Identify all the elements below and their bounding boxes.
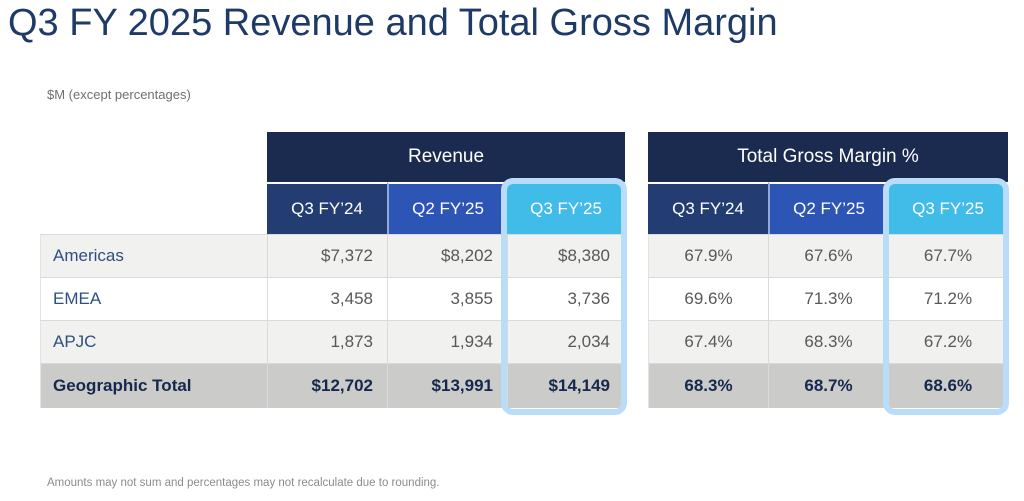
revenue-americas-q3fy24: $7,372 xyxy=(267,234,387,277)
revenue-subheader-spacer xyxy=(40,182,267,234)
revenue-row-label-emea: EMEA xyxy=(40,277,267,320)
gross-margin-apjc-q2fy25: 68.3% xyxy=(768,320,888,363)
revenue-table-title: Revenue xyxy=(267,132,625,182)
gross-margin-emea-q3fy25: 71.2% xyxy=(888,277,1008,320)
gross-margin-apjc-q3fy25: 67.2% xyxy=(888,320,1008,363)
gross-margin-total-q2fy25: 68.7% xyxy=(768,363,888,408)
gross-margin-americas-q3fy24: 67.9% xyxy=(648,234,768,277)
gross-margin-total-q3fy24: 68.3% xyxy=(648,363,768,408)
gross-margin-col-header-q3fy25-highlighted: Q3 FY’25 xyxy=(888,182,1008,234)
revenue-col-header-q3fy25-highlighted: Q3 FY’25 xyxy=(507,182,625,234)
revenue-row-label-apjc: APJC xyxy=(40,320,267,363)
revenue-apjc-q2fy25: 1,934 xyxy=(387,320,507,363)
revenue-americas-q3fy25: $8,380 xyxy=(507,234,625,277)
revenue-col-header-q2fy25: Q2 FY’25 xyxy=(387,182,507,234)
gross-margin-emea-q2fy25: 71.3% xyxy=(768,277,888,320)
revenue-apjc-q3fy25: 2,034 xyxy=(507,320,625,363)
revenue-row-label-geographic-total: Geographic Total xyxy=(40,363,267,408)
revenue-emea-q3fy24: 3,458 xyxy=(267,277,387,320)
gross-margin-table-title: Total Gross Margin % xyxy=(648,132,1008,182)
gross-margin-apjc-q3fy24: 67.4% xyxy=(648,320,768,363)
revenue-table: Revenue Q3 FY’24 Q2 FY’25 Q3 FY’25 Ameri… xyxy=(40,132,627,415)
gross-margin-emea-q3fy24: 69.6% xyxy=(648,277,768,320)
revenue-total-q3fy25: $14,149 xyxy=(507,363,625,408)
gross-margin-table: Total Gross Margin % Q3 FY’24 Q2 FY’25 Q… xyxy=(648,132,1009,415)
revenue-emea-q3fy25: 3,736 xyxy=(507,277,625,320)
revenue-row-label-americas: Americas xyxy=(40,234,267,277)
revenue-col-header-q3fy24: Q3 FY’24 xyxy=(267,182,387,234)
gross-margin-col-header-q2fy25: Q2 FY’25 xyxy=(768,182,888,234)
gross-margin-americas-q3fy25: 67.7% xyxy=(888,234,1008,277)
gross-margin-col-header-q3fy24: Q3 FY’24 xyxy=(648,182,768,234)
revenue-americas-q2fy25: $8,202 xyxy=(387,234,507,277)
revenue-total-q2fy25: $13,991 xyxy=(387,363,507,408)
revenue-apjc-q3fy24: 1,873 xyxy=(267,320,387,363)
revenue-corner-spacer xyxy=(40,132,267,182)
rounding-footnote: Amounts may not sum and percentages may … xyxy=(47,477,440,489)
revenue-emea-q2fy25: 3,855 xyxy=(387,277,507,320)
gross-margin-total-q3fy25: 68.6% xyxy=(888,363,1008,408)
gross-margin-americas-q2fy25: 67.6% xyxy=(768,234,888,277)
units-note: $M (except percentages) xyxy=(47,87,191,102)
page-title: Q3 FY 2025 Revenue and Total Gross Margi… xyxy=(8,2,778,44)
revenue-total-q3fy24: $12,702 xyxy=(267,363,387,408)
